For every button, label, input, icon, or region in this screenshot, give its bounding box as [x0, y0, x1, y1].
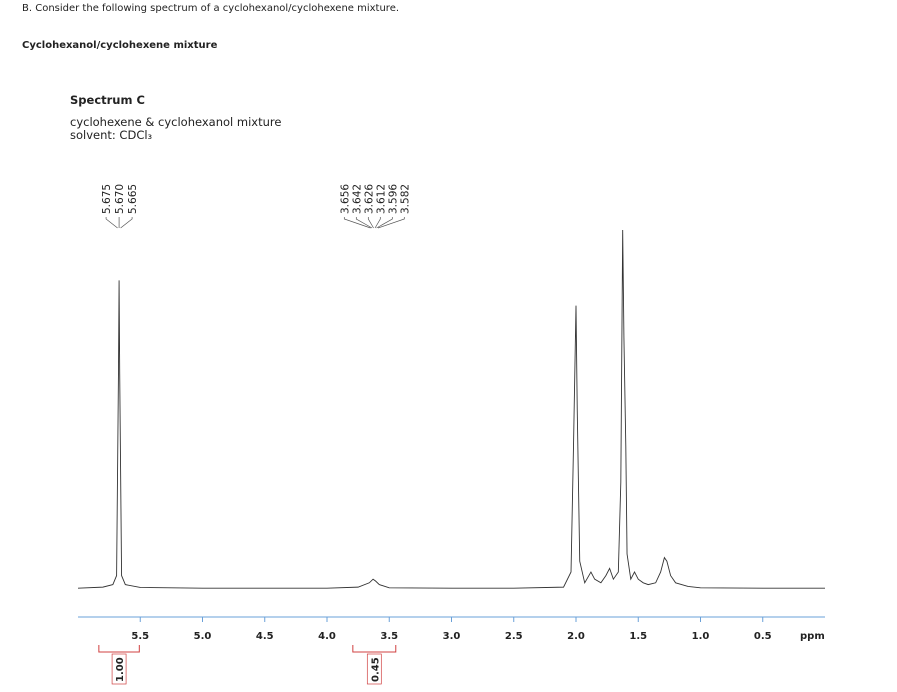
peak-connector	[355, 217, 373, 229]
x-tick-label: 4.5	[256, 631, 274, 642]
chart-title: Spectrum C	[70, 93, 145, 107]
integral-box	[111, 653, 127, 685]
x-axis-label: ppm	[800, 631, 825, 642]
peak-connector	[343, 217, 371, 229]
chart-subtitle: cyclohexene & cyclohexanol mixture	[70, 115, 281, 129]
x-tick-label: 2.5	[505, 631, 523, 642]
x-tick-label: 3.0	[443, 631, 461, 642]
integral-label: 1.00	[115, 657, 126, 682]
section-title: Cyclohexanol/cyclohexene mixture	[22, 40, 218, 51]
x-tick-label: 4.0	[318, 631, 336, 642]
question: B. Consider the following spectrum of a …	[22, 3, 399, 14]
integral-label: 0.45	[370, 657, 381, 682]
x-tick-label: 1.5	[629, 631, 647, 642]
spectrum-line	[77, 229, 825, 589]
peak-connector	[376, 217, 393, 229]
x-tick-label: 3.5	[380, 631, 398, 642]
peak-connector	[120, 217, 133, 229]
integral-bracket	[352, 645, 397, 653]
integral-box	[366, 653, 382, 685]
peak-label: 3.596	[387, 184, 399, 214]
peak-label: 5.665	[127, 184, 139, 214]
x-tick-label: 1.0	[692, 631, 710, 642]
peak-label: 3.582	[399, 184, 411, 214]
x-tick-label: 5.0	[194, 631, 212, 642]
peak-label: 3.642	[351, 184, 363, 214]
x-tick-label: 0.5	[754, 631, 772, 642]
peak-label: 3.612	[375, 184, 387, 214]
x-tick-label: 2.0	[567, 631, 585, 642]
peak-label: 3.626	[363, 184, 375, 214]
peak-connector	[377, 217, 405, 229]
peak-connector	[367, 217, 374, 229]
peak-label: 5.675	[101, 184, 113, 214]
integral-bracket	[98, 645, 140, 653]
peak-label: 3.656	[339, 184, 351, 214]
peak-connector	[374, 217, 381, 229]
peak-label: 5.670	[114, 184, 126, 214]
peak-connector	[105, 217, 118, 229]
solvent: solvent: CDCl₃	[70, 128, 153, 142]
x-tick-label: 5.5	[131, 631, 149, 642]
